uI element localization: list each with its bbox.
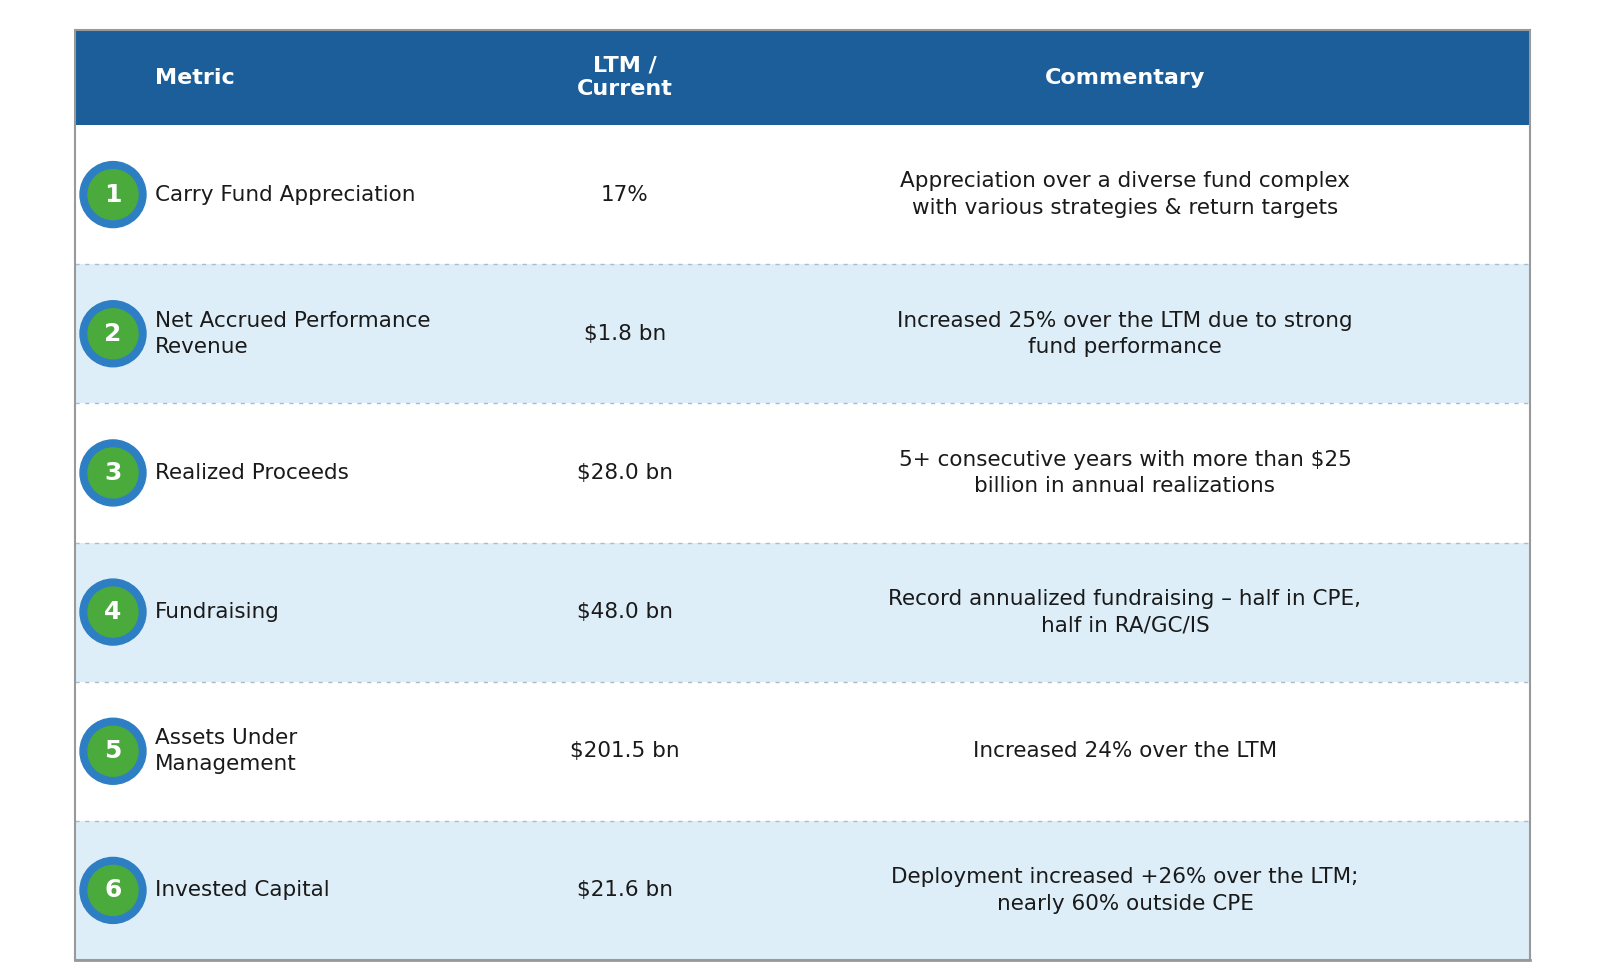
Circle shape — [80, 718, 146, 784]
Text: Deployment increased +26% over the LTM;
nearly 60% outside CPE: Deployment increased +26% over the LTM; … — [891, 867, 1358, 913]
Bar — [75, 265, 1530, 404]
Text: Assets Under
Management: Assets Under Management — [155, 728, 298, 774]
Text: 4: 4 — [104, 600, 122, 624]
Circle shape — [80, 162, 146, 227]
Bar — [75, 682, 1530, 821]
Text: Carry Fund Appreciation: Carry Fund Appreciation — [155, 184, 416, 205]
Text: $28.0 bn: $28.0 bn — [578, 463, 674, 483]
Circle shape — [88, 587, 138, 637]
Text: Metric: Metric — [155, 68, 235, 87]
Circle shape — [88, 448, 138, 498]
Text: Invested Capital: Invested Capital — [155, 880, 330, 901]
Text: 5+ consecutive years with more than $25
billion in annual realizations: 5+ consecutive years with more than $25 … — [899, 450, 1352, 496]
Bar — [75, 125, 1530, 265]
Bar — [75, 543, 1530, 682]
Bar — [75, 30, 1530, 125]
Circle shape — [80, 858, 146, 923]
Circle shape — [80, 440, 146, 506]
Circle shape — [88, 726, 138, 776]
Circle shape — [80, 301, 146, 367]
Text: $1.8 bn: $1.8 bn — [584, 323, 666, 344]
Text: $201.5 bn: $201.5 bn — [570, 741, 680, 761]
Text: 2: 2 — [104, 321, 122, 346]
Circle shape — [88, 865, 138, 915]
Text: 3: 3 — [104, 461, 122, 485]
Text: Fundraising: Fundraising — [155, 602, 280, 622]
Text: $48.0 bn: $48.0 bn — [578, 602, 674, 622]
Bar — [75, 821, 1530, 960]
Text: LTM /
Current: LTM / Current — [578, 56, 674, 99]
Text: Net Accrued Performance
Revenue: Net Accrued Performance Revenue — [155, 311, 430, 357]
Text: Record annualized fundraising – half in CPE,
half in RA/GC/IS: Record annualized fundraising – half in … — [888, 589, 1362, 635]
Text: Appreciation over a diverse fund complex
with various strategies & return target: Appreciation over a diverse fund complex… — [899, 172, 1350, 218]
Text: 17%: 17% — [602, 184, 650, 205]
Text: Increased 25% over the LTM due to strong
fund performance: Increased 25% over the LTM due to strong… — [898, 311, 1354, 357]
Text: 5: 5 — [104, 739, 122, 763]
Text: Increased 24% over the LTM: Increased 24% over the LTM — [973, 741, 1277, 761]
Circle shape — [88, 170, 138, 220]
Bar — [75, 404, 1530, 543]
Circle shape — [80, 579, 146, 645]
Text: Realized Proceeds: Realized Proceeds — [155, 463, 349, 483]
Text: $21.6 bn: $21.6 bn — [578, 880, 674, 901]
Text: 1: 1 — [104, 182, 122, 207]
Text: Commentary: Commentary — [1045, 68, 1205, 87]
Circle shape — [88, 309, 138, 359]
Text: 6: 6 — [104, 878, 122, 903]
